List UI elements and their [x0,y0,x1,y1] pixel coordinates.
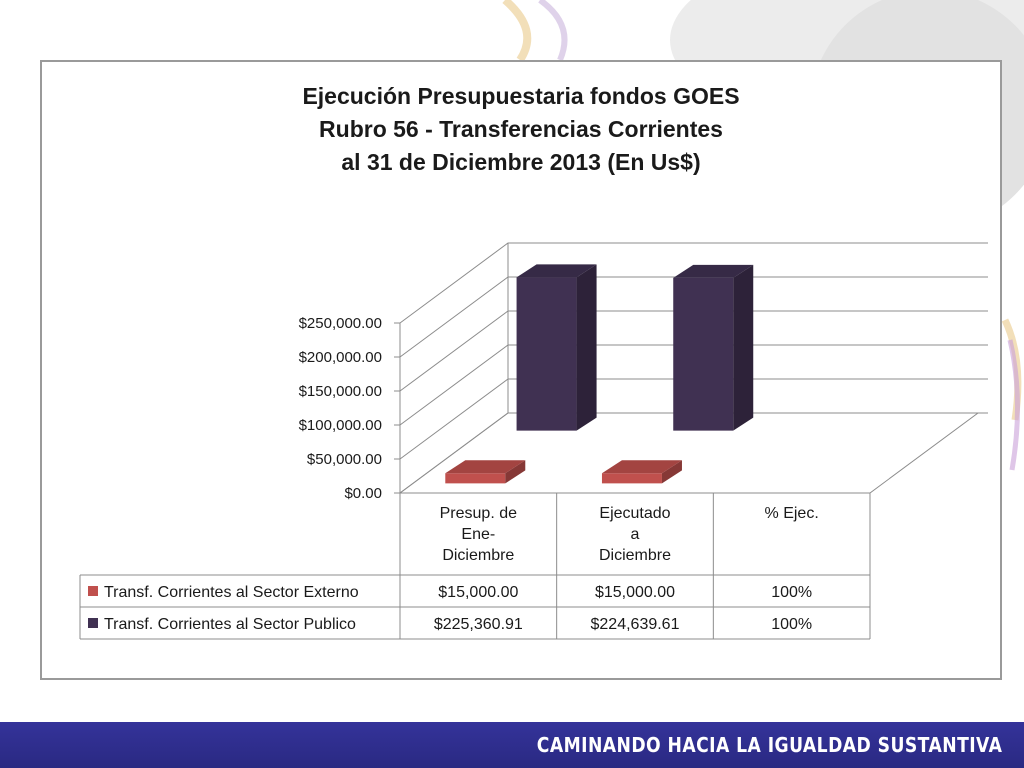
table-cell-value: 100% [771,584,812,601]
table-cell-value: 100% [771,616,812,633]
bar-front-0-0 [445,473,506,484]
y-tick-label: $0.00 [344,485,382,502]
bar-top-1-0 [516,264,597,278]
bar-front-0-1 [601,473,662,484]
legend-label: Transf. Corrientes al Sector Publico [104,616,356,633]
footer-bar: CAMINANDO HACIA LA IGUALDAD SUSTANTIVA [0,722,1024,768]
category-label: a [631,526,640,543]
chart-plot: $0.00 $50,000.00 $100,000.00 $150,000.00 $20… [79,242,988,640]
legend-label: Transf. Corrientes al Sector Externo [104,584,359,601]
bar-side-0-1 [661,460,682,484]
y-tick-label: $50,000.00 [307,451,382,468]
bar-top-0-1 [601,460,682,474]
category-label: Ene- [461,526,495,543]
bar-top-0-0 [445,460,526,474]
chart-title-line-2: Rubro 56 - Transferencias Corrientes [319,116,723,142]
bar-side-1-1 [733,264,754,431]
footer-tagline: CAMINANDO HACIA LA IGUALDAD SUSTANTIVA [536,733,1002,757]
bar-front-1-1 [673,277,734,431]
bar-front-1-0 [516,277,577,431]
legend-swatch [88,586,98,596]
bar-top-1-1 [673,264,754,278]
chart-title-line-1: Ejecución Presupuestaria fondos GOES [302,83,740,109]
chart-title: Ejecución Presupuestaria fondos GOES Rub… [42,80,1000,179]
category-label: Diciembre [442,547,514,564]
y-tick-label: $100,000.00 [299,417,382,434]
chart-frame: Ejecución Presupuestaria fondos GOES Rub… [40,60,1002,680]
category-label: Diciembre [599,547,671,564]
bar-side-0-0 [505,460,526,484]
y-tick-label: $250,000.00 [299,315,382,332]
category-label: Presup. de [440,505,517,522]
category-label: Ejecutado [599,505,670,522]
table-cell-value: $15,000.00 [438,584,518,601]
category-label: % Ejec. [765,505,819,522]
y-tick-label: $200,000.00 [299,349,382,366]
bar-side-1-0 [576,264,597,431]
y-tick-label: $150,000.00 [299,383,382,400]
table-cell-value: $225,360.91 [434,616,523,633]
table-cell-value: $15,000.00 [595,584,675,601]
table-cell-value: $224,639.61 [591,616,680,633]
legend-swatch [88,618,98,628]
chart-title-line-3: al 31 de Diciembre 2013 (En Us$) [341,149,701,175]
